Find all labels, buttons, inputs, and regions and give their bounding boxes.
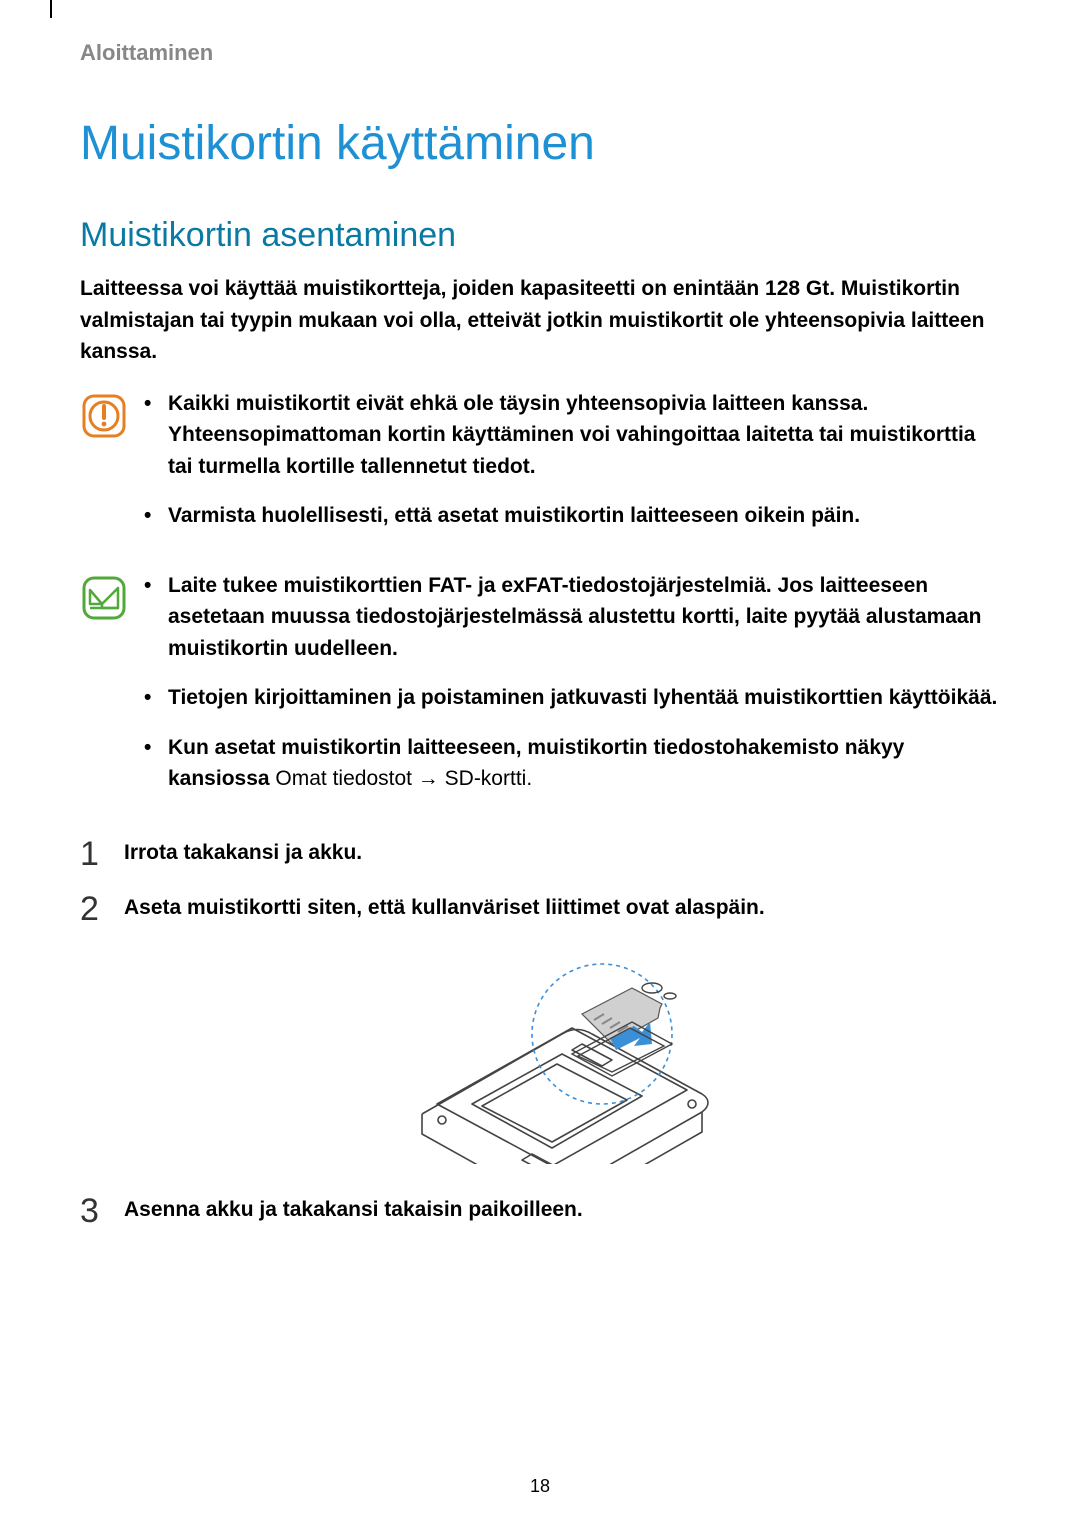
note-bullet-text: Laite tukee muistikorttien FAT- ja exFAT… <box>168 574 981 660</box>
note-bullet: Tietojen kirjoittaminen ja poistaminen j… <box>144 682 1000 714</box>
note-list: Laite tukee muistikorttien FAT- ja exFAT… <box>144 570 1000 813</box>
step-list: 1 Irrota takakansi ja akku. 2 Aseta muis… <box>80 837 1000 1226</box>
page-title: Muistikortin käyttäminen <box>80 116 1000 171</box>
insert-card-illustration <box>124 944 1000 1164</box>
note-bullet: Kun asetat muistikortin laitteeseen, mui… <box>144 732 1000 795</box>
caution-bullet: Kaikki muistikortit eivät ehkä ole täysi… <box>144 388 1000 483</box>
step-item: 2 Aseta muistikortti siten, että kullanv… <box>80 892 1000 1164</box>
note-icon <box>80 574 128 622</box>
step-text: Asenna akku ja takakansi takaisin paikoi… <box>124 1198 583 1221</box>
caution-icon <box>80 392 128 440</box>
step-text: Aseta muistikortti siten, että kullanvär… <box>124 896 765 919</box>
note-bullet: Laite tukee muistikorttien FAT- ja exFAT… <box>144 570 1000 665</box>
top-separator <box>50 0 52 18</box>
note-block: Laite tukee muistikorttien FAT- ja exFAT… <box>80 570 1000 813</box>
step-number: 2 <box>80 884 99 935</box>
note-bullet-trailing: Omat tiedostot → SD-kortti. <box>270 767 533 790</box>
caution-list: Kaikki muistikortit eivät ehkä ole täysi… <box>144 388 1000 550</box>
note-bullet-text: Tietojen kirjoittaminen ja poistaminen j… <box>168 686 997 709</box>
step-item: 1 Irrota takakansi ja akku. <box>80 837 1000 869</box>
section-header: Aloittaminen <box>80 40 1000 66</box>
caution-bullet: Varmista huolellisesti, että asetat muis… <box>144 500 1000 532</box>
step-text: Irrota takakansi ja akku. <box>124 841 362 864</box>
step-item: 3 Asenna akku ja takakansi takaisin paik… <box>80 1194 1000 1226</box>
caution-block: Kaikki muistikortit eivät ehkä ole täysi… <box>80 388 1000 550</box>
subheading: Muistikortin asentaminen <box>80 216 1000 255</box>
page-number: 18 <box>530 1476 550 1497</box>
step-number: 3 <box>80 1186 99 1237</box>
step-number: 1 <box>80 829 99 880</box>
intro-paragraph: Laitteessa voi käyttää muistikortteja, j… <box>80 273 1000 368</box>
